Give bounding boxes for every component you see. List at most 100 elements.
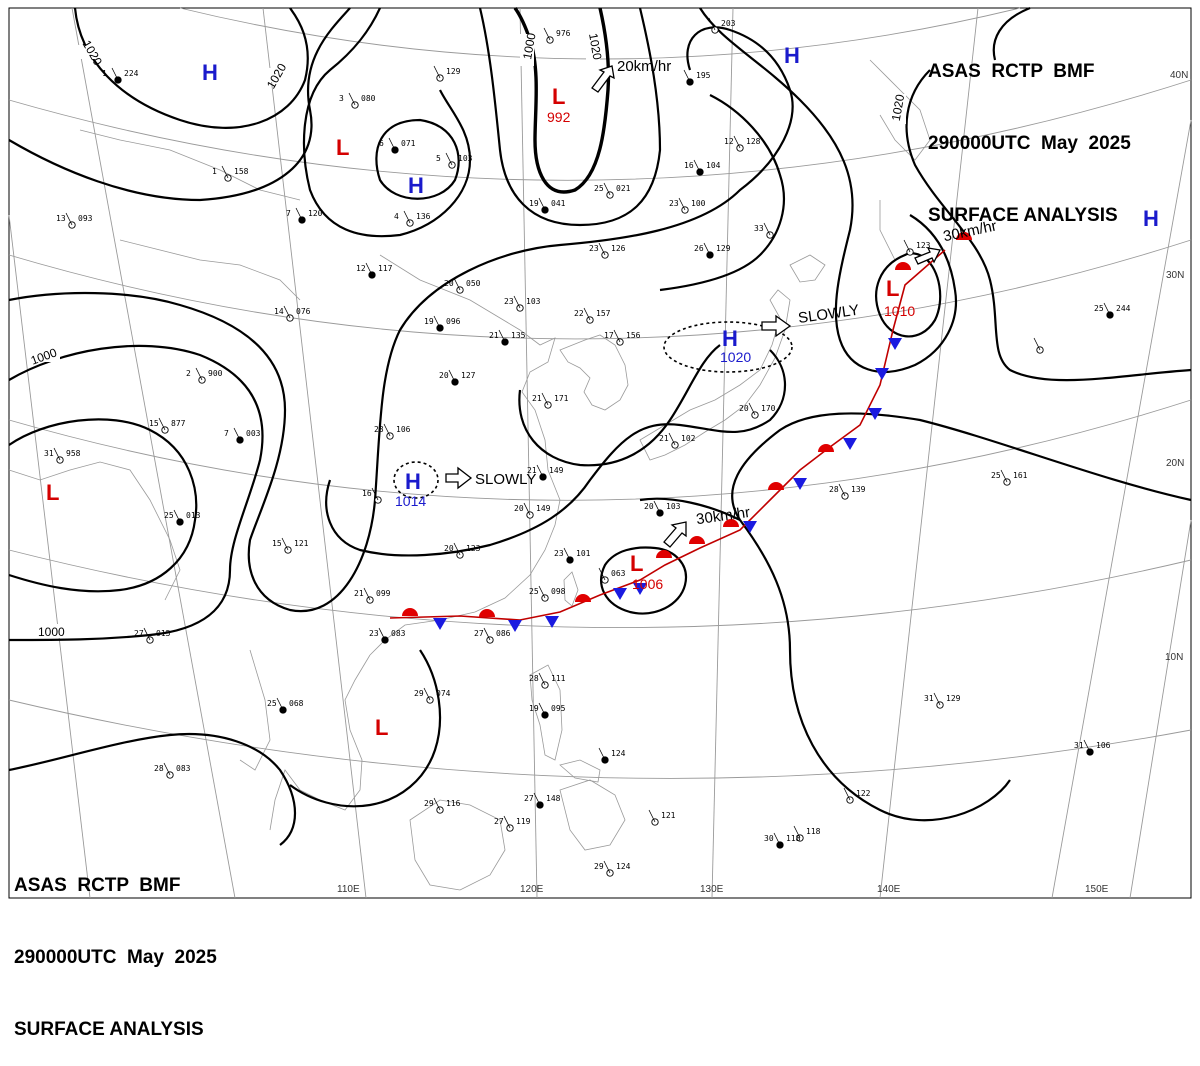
cold-front-triangle-icon	[508, 620, 522, 632]
wind-barb-icon	[383, 423, 391, 437]
indochina-west	[239, 649, 271, 771]
station-temp: 30	[764, 834, 774, 843]
warm-front-semicircle-icon	[818, 444, 834, 452]
wind-barb-icon	[143, 627, 151, 641]
station-plot: 25 098	[529, 585, 566, 602]
warm-front-semicircle-icon	[895, 262, 911, 270]
station-plot: 15 877	[149, 417, 186, 434]
wind-barb-icon	[703, 242, 711, 256]
station-plot: 1 224	[102, 67, 139, 84]
high-1020-dashed-ring	[663, 321, 793, 373]
station-plot: 26 129	[694, 242, 731, 259]
front-line	[389, 249, 946, 621]
station-plot: 976	[543, 27, 571, 44]
isobar-inner-east	[659, 94, 785, 292]
station-plot: 23 101	[554, 547, 591, 564]
station-pressure: 021	[616, 184, 631, 193]
isobar-labels: 1020 1020 1000 1020 1000 1020 1000	[28, 30, 907, 639]
station-plot: 15 121	[272, 537, 309, 554]
meridian-160e	[1129, 519, 1192, 899]
isobar-south-big	[731, 412, 1192, 822]
station-plot: 28 083	[154, 762, 191, 779]
isobar-label: 1000	[38, 625, 65, 639]
cold-front-triangle-icon	[888, 338, 902, 350]
station-plot: 122	[843, 787, 871, 804]
station-temp: 20	[739, 404, 749, 413]
wind-barb-icon	[933, 692, 941, 706]
wind-barb-icon	[678, 197, 686, 211]
station-temp: 26	[694, 244, 704, 253]
station-temp: 19	[529, 199, 539, 208]
station-plot: 31 958	[44, 447, 81, 464]
wind-barb-icon	[111, 67, 119, 81]
station-temp: 14	[274, 307, 284, 316]
station-pressure: 195	[696, 71, 711, 80]
station-plot: 22 157	[574, 307, 611, 324]
station-pressure: 156	[626, 331, 641, 340]
station-temp: 19	[529, 704, 539, 713]
header-line-2: 290000UTC May 2025	[928, 133, 1131, 154]
wind-barb-icon	[708, 17, 716, 31]
station-plot	[1033, 337, 1044, 354]
parallel-0	[8, 699, 1192, 779]
wind-barb-icon	[763, 222, 771, 236]
station-temp: 33	[754, 224, 764, 233]
isobar-central-ring	[325, 349, 787, 557]
warm-front-semicircle-icon	[956, 232, 972, 240]
station-pressure: 122	[856, 789, 871, 798]
station-pressure: 119	[516, 817, 531, 826]
station-temp: 23	[504, 297, 514, 306]
station-pressure: 041	[551, 199, 566, 208]
isobar-1020-mongolia	[8, 7, 351, 202]
wind-barb-icon	[348, 92, 356, 106]
visayas-coast	[559, 759, 601, 783]
wind-barb-icon	[903, 239, 911, 253]
station-pressure: 224	[124, 69, 139, 78]
station-temp: 25	[267, 699, 277, 708]
movement-label: 20km/hr	[617, 58, 671, 75]
station-plot: 23 103	[504, 295, 541, 312]
warm-front-semicircle-icon	[656, 550, 672, 558]
station-plot: 203	[708, 17, 736, 34]
header-line-1: ASAS RCTP BMF	[928, 61, 1095, 82]
station-plot: 123	[903, 239, 931, 256]
station-plot: 6 071	[379, 137, 416, 154]
footer-line-1: ASAS RCTP BMF	[14, 875, 181, 896]
station-plot: 33	[754, 222, 774, 239]
station-pressure: 076	[296, 307, 311, 316]
cold-front-triangle-icon	[875, 368, 889, 380]
station-temp: 27	[474, 629, 484, 638]
isobar-north-ring	[302, 7, 472, 238]
lat-label-20n: 20N	[1166, 458, 1184, 469]
station-temp: 31	[1074, 741, 1084, 750]
isobar-sw-bottom	[8, 733, 297, 846]
lon-label-140e: 140E	[877, 884, 901, 895]
wind-barb-icon	[1033, 337, 1041, 351]
station-temp: 7	[224, 429, 229, 438]
station-pressure: 103	[526, 297, 541, 306]
station-temp: 25	[164, 511, 174, 520]
movement-arrow-slowly-e: SLOWLY	[761, 302, 860, 338]
parallel-30n	[8, 239, 1192, 340]
station-temp: 20	[444, 544, 454, 553]
india-coast	[8, 461, 181, 601]
high-symbol: H	[405, 469, 421, 494]
wind-barb-icon	[283, 305, 291, 319]
high-symbol: H	[722, 326, 738, 351]
isobar-label: 1020	[586, 32, 604, 61]
station-pressure: 118	[786, 834, 801, 843]
station-plot: 25 161	[991, 469, 1028, 486]
wind-barb-icon	[173, 509, 181, 523]
station-pressure: 124	[616, 862, 631, 871]
station-plot: 20 127	[439, 369, 476, 386]
wind-barb-icon	[598, 567, 606, 581]
station-plot: 13 093	[56, 212, 93, 229]
station-plot: 19 041	[529, 197, 566, 214]
station-pressure: 063	[611, 569, 626, 578]
station-temp: 1	[102, 69, 107, 78]
footer-line-3: SURFACE ANALYSIS	[14, 1019, 204, 1040]
station-pressure: 103	[458, 154, 473, 163]
station-plot: 4 136	[394, 210, 431, 227]
wind-barb-icon	[483, 627, 491, 641]
